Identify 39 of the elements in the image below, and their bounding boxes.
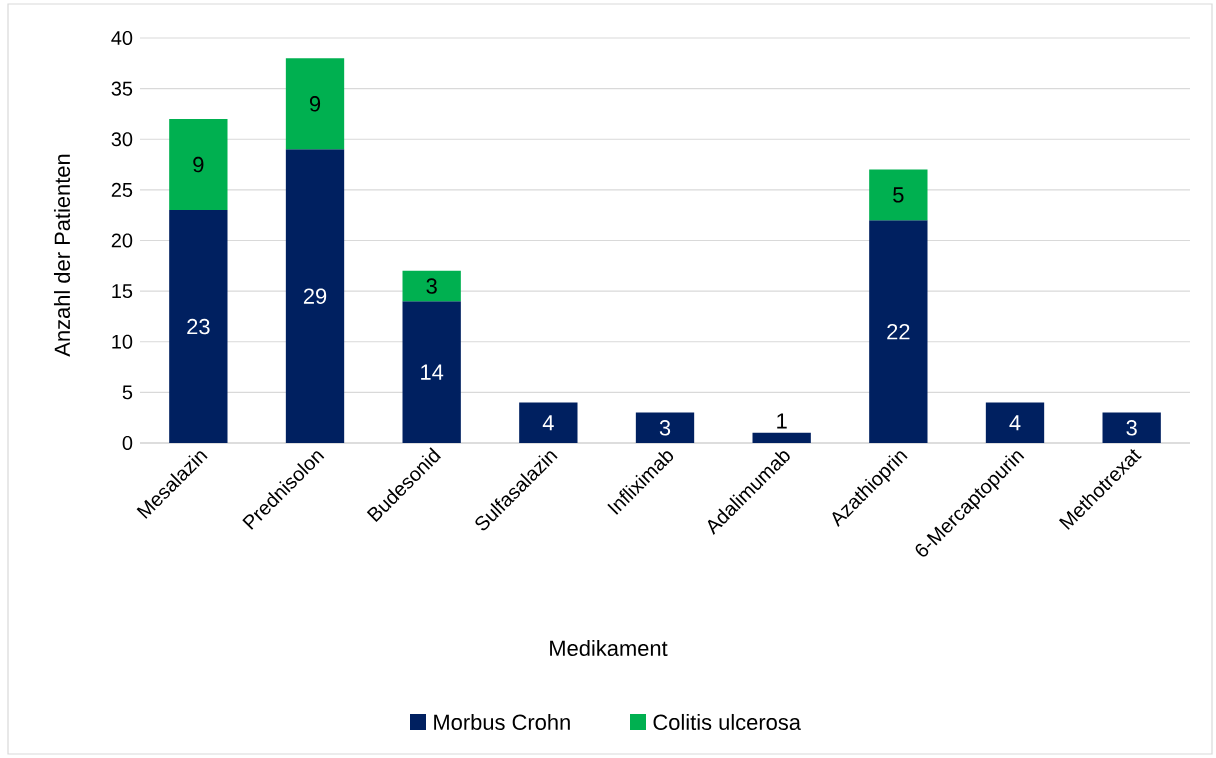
y-tick-label: 20 [111, 233, 133, 248]
bar [519, 402, 578, 443]
data-label: 3 [426, 278, 437, 294]
data-label: 23 [187, 318, 210, 335]
y-tick-label: 10 [112, 334, 133, 349]
y-tick-label: 35 [111, 81, 133, 96]
data-label: 1 [777, 413, 787, 429]
y-tick-label: 0 [122, 435, 133, 451]
x-axis-title: Medikament [550, 639, 668, 657]
data-label: 9 [309, 96, 321, 112]
bar [285, 58, 345, 150]
bar [869, 169, 928, 221]
y-tick-label: 40 [111, 30, 133, 46]
y-tick-label: 15 [112, 284, 133, 299]
bar [869, 220, 928, 443]
y-tick-label: 25 [111, 182, 133, 197]
y-axis-title: Anzahl der Patienten [53, 154, 71, 357]
bar [402, 270, 461, 302]
data-label: 5 [893, 187, 904, 203]
data-label: 22 [887, 323, 910, 340]
data-label: 9 [193, 156, 204, 173]
bar [402, 301, 461, 443]
data-label: 4 [1009, 415, 1021, 431]
bar [1102, 412, 1161, 443]
data-label: 3 [659, 420, 671, 436]
bar [635, 412, 695, 443]
y-tick-label: 5 [122, 385, 133, 400]
data-label: 4 [542, 415, 554, 431]
bar [169, 118, 228, 211]
bar [169, 210, 228, 443]
data-label: 14 [421, 364, 444, 380]
y-tick-label: 30 [111, 132, 133, 147]
bar [285, 149, 345, 443]
legend-label: Morbus Crohn [434, 713, 570, 731]
data-label: 29 [303, 288, 327, 304]
data-label: 3 [1126, 420, 1137, 436]
bar [985, 402, 1045, 443]
bar [752, 432, 811, 443]
legend-label: Colitis ulcerosa [653, 713, 801, 731]
